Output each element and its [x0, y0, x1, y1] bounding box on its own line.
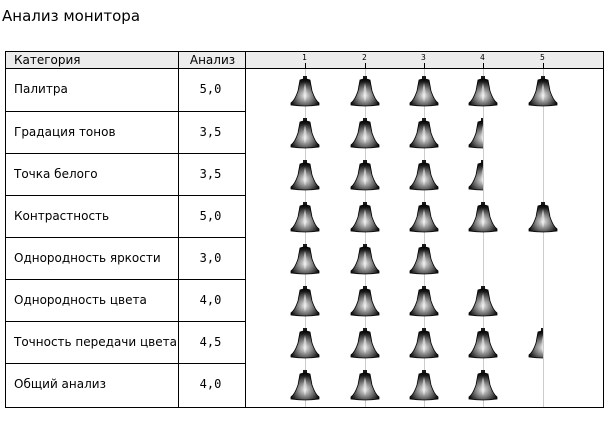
score-value: 5,0: [199, 209, 222, 223]
rating-bell-icon: [409, 160, 439, 191]
rating-bell-icon: [350, 202, 380, 233]
x-tick-mark: [424, 63, 425, 69]
rating-bell-icon: [290, 244, 320, 275]
category-label: Однородность яркости: [14, 251, 161, 265]
score-value: 4,0: [199, 377, 222, 391]
rating-chart: 1 2 3 4 5: [246, 52, 603, 407]
table-row: Точность передачи цвета 4,5: [6, 321, 245, 363]
category-label: Точность передачи цвета: [14, 335, 177, 349]
table-row: Контрастность 5,0: [6, 195, 245, 237]
category-label: Палитра: [14, 82, 68, 96]
rating-bell-icon: [468, 202, 498, 233]
rating-bell-icon: [290, 202, 320, 233]
rating-bell-icon: [290, 76, 320, 107]
column-divider: [178, 52, 179, 407]
page-title: Анализ монитора: [2, 7, 141, 25]
rating-bell-icon: [468, 370, 498, 401]
score-value: 4,0: [199, 293, 222, 307]
rating-bell-icon: [468, 76, 498, 107]
rating-bell-icon: [350, 328, 380, 359]
gridline: [543, 69, 544, 407]
rating-bell-icon: [409, 328, 439, 359]
score-value: 5,0: [199, 82, 222, 96]
category-label: Однородность цвета: [14, 293, 147, 307]
table-row: Точка белого 3,5: [6, 153, 245, 195]
x-tick-label: 4: [480, 53, 485, 62]
x-tick-mark: [483, 63, 484, 69]
table-row: Однородность цвета 4,0: [6, 279, 245, 321]
column-header-score: Анализ: [189, 53, 236, 67]
x-tick-mark: [305, 63, 306, 69]
rating-bell-icon: [350, 118, 380, 149]
gridline: [483, 69, 484, 407]
gridline: [305, 69, 306, 407]
table-row: Однородность яркости 3,0: [6, 237, 245, 279]
rating-bell-icon: [350, 160, 380, 191]
rating-bell-icon: [409, 118, 439, 149]
rating-bell-icon: [468, 328, 498, 359]
table-header: Категория Анализ: [6, 52, 603, 69]
rating-bell-icon: [290, 286, 320, 317]
rating-bell-icon: [528, 328, 543, 359]
rating-bell-icon: [290, 160, 320, 191]
rating-bell-icon: [409, 244, 439, 275]
rating-bell-icon: [409, 286, 439, 317]
x-tick-label: 3: [421, 53, 426, 62]
rating-bell-icon: [528, 76, 558, 107]
rating-bell-icon: [350, 370, 380, 401]
rating-bell-icon: [350, 76, 380, 107]
rating-bell-icon: [350, 244, 380, 275]
score-value: 3,5: [199, 167, 222, 181]
column-divider: [245, 52, 246, 407]
rating-bell-icon: [290, 328, 320, 359]
rating-bell-icon: [409, 202, 439, 233]
table-row: Градация тонов 3,5: [6, 111, 245, 153]
category-label: Градация тонов: [14, 125, 116, 139]
gridline: [365, 69, 366, 407]
x-tick-mark: [365, 63, 366, 69]
score-value: 4,5: [199, 335, 222, 349]
column-header-category: Категория: [14, 53, 81, 67]
category-label: Точка белого: [14, 167, 98, 181]
rating-bell-icon: [468, 286, 498, 317]
score-value: 3,5: [199, 125, 222, 139]
rating-bell-icon: [350, 286, 380, 317]
table-row: Общий анализ 4,0: [6, 363, 245, 405]
category-label: Общий анализ: [14, 377, 106, 391]
gridline: [424, 69, 425, 407]
rating-bell-icon: [528, 202, 558, 233]
score-value: 3,0: [199, 251, 222, 265]
rating-table: Категория Анализ Палитра 5,0 Градация тоно…: [5, 51, 604, 408]
rating-bell-icon: [468, 160, 483, 191]
x-tick-label: 2: [362, 53, 367, 62]
rating-bell-icon: [409, 76, 439, 107]
rating-bell-icon: [290, 118, 320, 149]
category-label: Контрастность: [14, 209, 110, 223]
rating-bell-icon: [409, 370, 439, 401]
rating-bell-icon: [468, 118, 483, 149]
x-tick-label: 1: [302, 53, 307, 62]
x-tick-mark: [543, 63, 544, 69]
rating-bell-icon: [290, 370, 320, 401]
x-tick-label: 5: [540, 53, 545, 62]
table-row: Палитра 5,0: [6, 69, 245, 111]
